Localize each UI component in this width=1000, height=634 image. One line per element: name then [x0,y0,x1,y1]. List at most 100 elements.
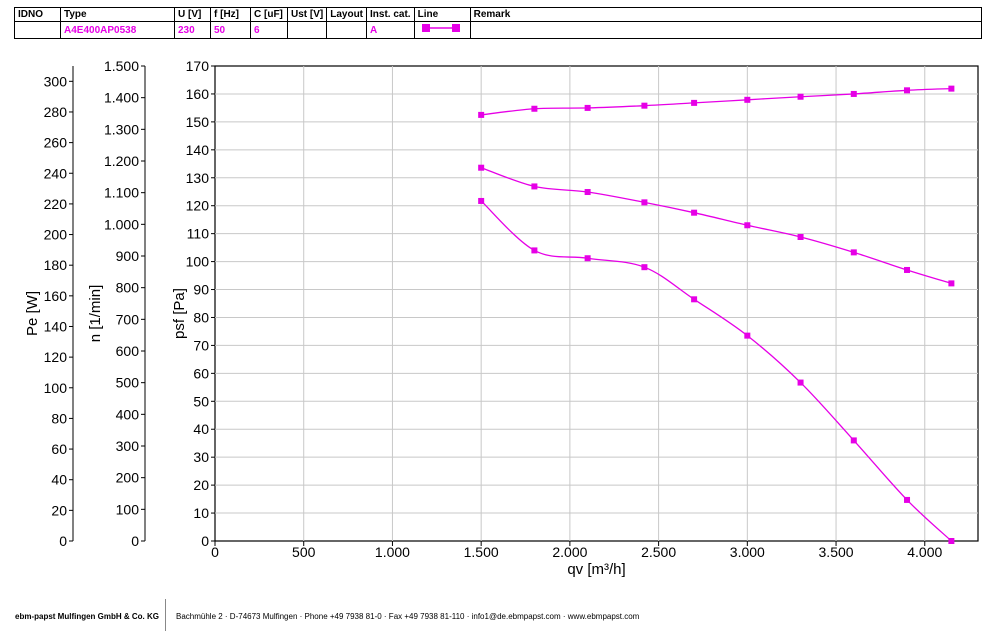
y-tick-label: 200 [116,470,140,486]
data-point [584,255,591,262]
header-table: IDNO Type U [V] f [Hz] C [uF] Ust [V] La… [14,7,983,39]
data-point [948,85,955,92]
footer-company: ebm-papst Mulfingen GmbH & Co. KG [15,612,159,621]
data-point [584,104,591,111]
data-point [531,105,538,112]
y-tick-label: 130 [186,170,210,186]
data-point [850,90,857,97]
data-point [904,266,911,273]
y-tick-label: 70 [193,337,209,353]
header-row: IDNO Type U [V] f [Hz] C [uF] Ust [V] La… [14,7,983,22]
y-tick-label: 1.200 [104,153,139,169]
data-point [948,538,955,544]
y-tick-label: 140 [44,318,68,334]
data-point [850,437,857,444]
series-line-2 [480,167,952,285]
y-tick-label: 80 [193,309,209,325]
y-tick-label: 90 [193,282,209,298]
line-legend-icon [421,24,460,32]
y-tick-label: 0 [201,533,209,549]
cell-layout [326,21,368,39]
y-tick-label: 1.300 [104,121,139,137]
y-tick-label: 220 [44,196,68,212]
y-tick-label: 800 [116,280,140,296]
y-tick-label: 40 [51,472,67,488]
data-point [691,99,698,106]
footer-divider [165,599,166,631]
y-tick-label: 300 [116,438,140,454]
y-tick-label: 0 [131,533,139,549]
y-tick-label: 160 [44,288,68,304]
y-tick-label: 140 [186,142,210,158]
fan-curve-chart: 0 500 1.000 1.500 2.000 2.500 3.000 3.500 4.000q… [24,58,979,578]
y-tick-label: 40 [193,421,209,437]
data-point [531,183,538,190]
data-point [531,247,538,254]
y-tick-label: 100 [116,501,140,517]
y-tick-label: 200 [44,227,68,243]
y-tick-label: 700 [116,311,140,327]
data-point [797,93,804,100]
cell-ust [286,21,328,39]
y-tick-label: 50 [193,393,209,409]
data-point [641,264,648,271]
y-tick-label: 260 [44,135,68,151]
y-tick-label: 100 [186,254,210,270]
series-line-1 [481,87,952,116]
y-tick-label: 110 [187,226,210,242]
x-tick-label: 1.000 [375,544,410,560]
y-axis-label: psf [Pa] [171,288,188,339]
data-point [744,332,751,339]
data-point [478,197,485,204]
y-tick-label: 10 [193,505,209,521]
y-tick-label: 160 [186,86,210,102]
y-tick-label: 170 [186,58,210,74]
y-tick-label: 280 [44,104,68,120]
y-tick-label: 600 [116,343,140,359]
data-point [797,234,804,240]
y-tick-label: 1.400 [104,90,139,106]
y-tick-label: 300 [44,73,68,89]
data-point [641,199,648,206]
y-tick-label: 120 [186,198,210,214]
data-point [744,222,751,229]
data-point [641,102,648,109]
x-tick-label: 1.500 [464,544,499,560]
data-point [691,296,698,303]
x-tick-label: 2.000 [552,544,587,560]
y-tick-label: 1.000 [104,216,139,232]
y-tick-label: 900 [116,248,140,264]
y-tick-label: 80 [51,410,67,426]
cell-line [413,21,471,39]
y-tick-label: 60 [51,441,67,457]
y-tick-label: 500 [116,375,140,391]
y-tick-label: 1.500 [104,58,139,74]
x-tick-label: 3.500 [819,544,854,560]
y-tick-label: 180 [44,257,68,273]
y-tick-label: 120 [44,349,68,365]
y-tick-label: 400 [116,406,140,422]
y-tick-label: 100 [44,380,68,396]
cell-remark [469,21,983,39]
y-tick-label: 150 [186,114,210,130]
y-tick-label: 240 [44,165,68,181]
data-point [904,496,911,503]
x-tick-label: 3.000 [730,544,765,560]
y-tick-label: 1.100 [104,185,139,201]
data-point [744,96,751,103]
data-point [584,189,591,196]
y-tick-label: 30 [193,449,209,465]
y-axis-label: Pe [W] [24,291,41,336]
value-row: A4E400AP0538 230 50 6 A [14,21,983,39]
data-point [904,87,911,94]
data-point [797,379,804,386]
data-point [478,164,485,171]
y-tick-label: 0 [59,533,67,549]
y-tick-label: 20 [193,477,209,493]
x-tick-label: 4.000 [907,544,942,560]
data-point [850,249,857,256]
plot-frame [214,65,979,542]
x-tick-label: 0 [211,544,219,560]
x-axis-label: qv [m³/h] [567,561,625,578]
data-point [691,209,698,216]
